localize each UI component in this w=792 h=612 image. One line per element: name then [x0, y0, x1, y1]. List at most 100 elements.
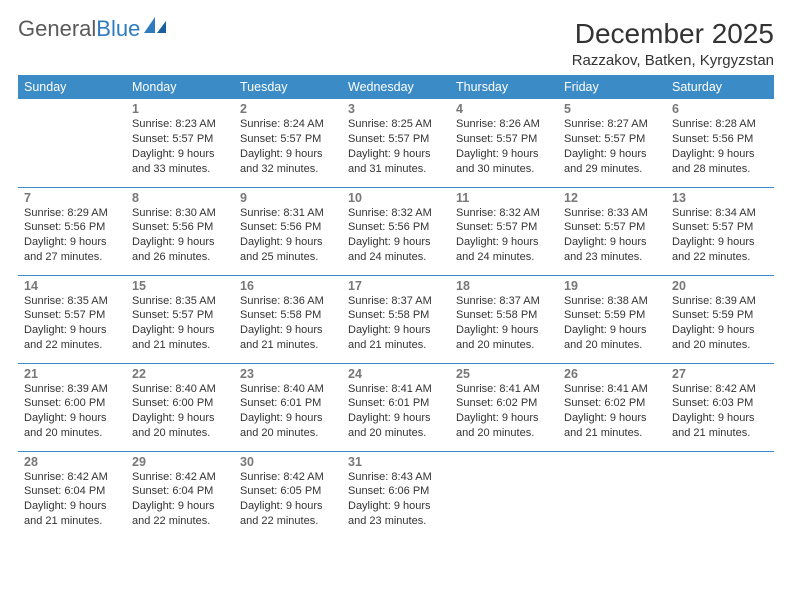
- calendar-day-cell: 17Sunrise: 8:37 AMSunset: 5:58 PMDayligh…: [342, 275, 450, 363]
- calendar-day-cell: 16Sunrise: 8:36 AMSunset: 5:58 PMDayligh…: [234, 275, 342, 363]
- day-info: Sunrise: 8:42 AMSunset: 6:05 PMDaylight:…: [240, 470, 336, 529]
- daylight-line: Daylight: 9 hours and 21 minutes.: [24, 499, 120, 529]
- sunrise-line: Sunrise: 8:41 AM: [348, 382, 444, 397]
- day-info: Sunrise: 8:35 AMSunset: 5:57 PMDaylight:…: [132, 294, 228, 353]
- calendar-day-cell: 28Sunrise: 8:42 AMSunset: 6:04 PMDayligh…: [18, 451, 126, 539]
- calendar-day-cell: 20Sunrise: 8:39 AMSunset: 5:59 PMDayligh…: [666, 275, 774, 363]
- daylight-line: Daylight: 9 hours and 20 minutes.: [240, 411, 336, 441]
- calendar-week-row: 21Sunrise: 8:39 AMSunset: 6:00 PMDayligh…: [18, 363, 774, 451]
- day-number: 22: [132, 367, 228, 381]
- sunrise-line: Sunrise: 8:30 AM: [132, 206, 228, 221]
- day-number: 31: [348, 455, 444, 469]
- day-number: 24: [348, 367, 444, 381]
- daylight-line: Daylight: 9 hours and 20 minutes.: [456, 411, 552, 441]
- weekday-header: Tuesday: [234, 75, 342, 99]
- sunset-line: Sunset: 5:57 PM: [240, 132, 336, 147]
- day-number: 25: [456, 367, 552, 381]
- sunset-line: Sunset: 6:03 PM: [672, 396, 768, 411]
- calendar-day-cell: 15Sunrise: 8:35 AMSunset: 5:57 PMDayligh…: [126, 275, 234, 363]
- sunset-line: Sunset: 6:02 PM: [564, 396, 660, 411]
- day-number: 13: [672, 191, 768, 205]
- calendar-day-cell: 31Sunrise: 8:43 AMSunset: 6:06 PMDayligh…: [342, 451, 450, 539]
- sunset-line: Sunset: 5:57 PM: [24, 308, 120, 323]
- daylight-line: Daylight: 9 hours and 28 minutes.: [672, 147, 768, 177]
- sunset-line: Sunset: 5:59 PM: [672, 308, 768, 323]
- day-info: Sunrise: 8:33 AMSunset: 5:57 PMDaylight:…: [564, 206, 660, 265]
- brand-logo: GeneralBlue: [18, 18, 166, 40]
- day-number: 2: [240, 102, 336, 116]
- daylight-line: Daylight: 9 hours and 20 minutes.: [564, 323, 660, 353]
- calendar-header-row: SundayMondayTuesdayWednesdayThursdayFrid…: [18, 75, 774, 99]
- sunrise-line: Sunrise: 8:39 AM: [24, 382, 120, 397]
- day-number: 14: [24, 279, 120, 293]
- day-number: 20: [672, 279, 768, 293]
- day-number: 30: [240, 455, 336, 469]
- sunrise-line: Sunrise: 8:27 AM: [564, 117, 660, 132]
- sunrise-line: Sunrise: 8:32 AM: [348, 206, 444, 221]
- sunset-line: Sunset: 5:56 PM: [132, 220, 228, 235]
- calendar-day-cell: 12Sunrise: 8:33 AMSunset: 5:57 PMDayligh…: [558, 187, 666, 275]
- daylight-line: Daylight: 9 hours and 22 minutes.: [132, 499, 228, 529]
- day-number: 12: [564, 191, 660, 205]
- weekday-header: Saturday: [666, 75, 774, 99]
- day-number: 3: [348, 102, 444, 116]
- daylight-line: Daylight: 9 hours and 21 minutes.: [672, 411, 768, 441]
- daylight-line: Daylight: 9 hours and 20 minutes.: [132, 411, 228, 441]
- sunset-line: Sunset: 5:57 PM: [564, 132, 660, 147]
- sunrise-line: Sunrise: 8:40 AM: [132, 382, 228, 397]
- sunrise-line: Sunrise: 8:43 AM: [348, 470, 444, 485]
- day-number: 29: [132, 455, 228, 469]
- calendar-empty-cell: [18, 99, 126, 187]
- daylight-line: Daylight: 9 hours and 29 minutes.: [564, 147, 660, 177]
- title-block: December 2025 Razzakov, Batken, Kyrgyzst…: [572, 18, 774, 69]
- day-info: Sunrise: 8:29 AMSunset: 5:56 PMDaylight:…: [24, 206, 120, 265]
- calendar-week-row: 7Sunrise: 8:29 AMSunset: 5:56 PMDaylight…: [18, 187, 774, 275]
- sunset-line: Sunset: 5:57 PM: [348, 132, 444, 147]
- daylight-line: Daylight: 9 hours and 21 minutes.: [240, 323, 336, 353]
- sunset-line: Sunset: 6:01 PM: [348, 396, 444, 411]
- daylight-line: Daylight: 9 hours and 32 minutes.: [240, 147, 336, 177]
- sunset-line: Sunset: 5:57 PM: [456, 220, 552, 235]
- sunrise-line: Sunrise: 8:35 AM: [132, 294, 228, 309]
- calendar-day-cell: 2Sunrise: 8:24 AMSunset: 5:57 PMDaylight…: [234, 99, 342, 187]
- sunset-line: Sunset: 5:57 PM: [132, 308, 228, 323]
- day-number: 9: [240, 191, 336, 205]
- daylight-line: Daylight: 9 hours and 21 minutes.: [348, 323, 444, 353]
- day-info: Sunrise: 8:40 AMSunset: 6:01 PMDaylight:…: [240, 382, 336, 441]
- day-info: Sunrise: 8:34 AMSunset: 5:57 PMDaylight:…: [672, 206, 768, 265]
- day-info: Sunrise: 8:42 AMSunset: 6:04 PMDaylight:…: [24, 470, 120, 529]
- calendar-empty-cell: [450, 451, 558, 539]
- daylight-line: Daylight: 9 hours and 20 minutes.: [672, 323, 768, 353]
- sunrise-line: Sunrise: 8:38 AM: [564, 294, 660, 309]
- day-number: 15: [132, 279, 228, 293]
- sunrise-line: Sunrise: 8:23 AM: [132, 117, 228, 132]
- day-info: Sunrise: 8:26 AMSunset: 5:57 PMDaylight:…: [456, 117, 552, 176]
- sunrise-line: Sunrise: 8:24 AM: [240, 117, 336, 132]
- day-number: 28: [24, 455, 120, 469]
- day-info: Sunrise: 8:42 AMSunset: 6:04 PMDaylight:…: [132, 470, 228, 529]
- daylight-line: Daylight: 9 hours and 22 minutes.: [24, 323, 120, 353]
- sunset-line: Sunset: 5:56 PM: [24, 220, 120, 235]
- calendar-day-cell: 1Sunrise: 8:23 AMSunset: 5:57 PMDaylight…: [126, 99, 234, 187]
- day-info: Sunrise: 8:28 AMSunset: 5:56 PMDaylight:…: [672, 117, 768, 176]
- day-number: 6: [672, 102, 768, 116]
- daylight-line: Daylight: 9 hours and 23 minutes.: [564, 235, 660, 265]
- calendar-day-cell: 27Sunrise: 8:42 AMSunset: 6:03 PMDayligh…: [666, 363, 774, 451]
- sunrise-line: Sunrise: 8:35 AM: [24, 294, 120, 309]
- daylight-line: Daylight: 9 hours and 31 minutes.: [348, 147, 444, 177]
- sunrise-line: Sunrise: 8:41 AM: [564, 382, 660, 397]
- weekday-header: Thursday: [450, 75, 558, 99]
- sunrise-line: Sunrise: 8:28 AM: [672, 117, 768, 132]
- sunset-line: Sunset: 5:58 PM: [348, 308, 444, 323]
- sunrise-line: Sunrise: 8:33 AM: [564, 206, 660, 221]
- calendar-day-cell: 4Sunrise: 8:26 AMSunset: 5:57 PMDaylight…: [450, 99, 558, 187]
- weekday-header: Monday: [126, 75, 234, 99]
- calendar-day-cell: 7Sunrise: 8:29 AMSunset: 5:56 PMDaylight…: [18, 187, 126, 275]
- day-info: Sunrise: 8:31 AMSunset: 5:56 PMDaylight:…: [240, 206, 336, 265]
- sunset-line: Sunset: 5:58 PM: [240, 308, 336, 323]
- day-info: Sunrise: 8:41 AMSunset: 6:02 PMDaylight:…: [456, 382, 552, 441]
- day-info: Sunrise: 8:41 AMSunset: 6:02 PMDaylight:…: [564, 382, 660, 441]
- day-info: Sunrise: 8:24 AMSunset: 5:57 PMDaylight:…: [240, 117, 336, 176]
- daylight-line: Daylight: 9 hours and 20 minutes.: [456, 323, 552, 353]
- sunset-line: Sunset: 5:57 PM: [564, 220, 660, 235]
